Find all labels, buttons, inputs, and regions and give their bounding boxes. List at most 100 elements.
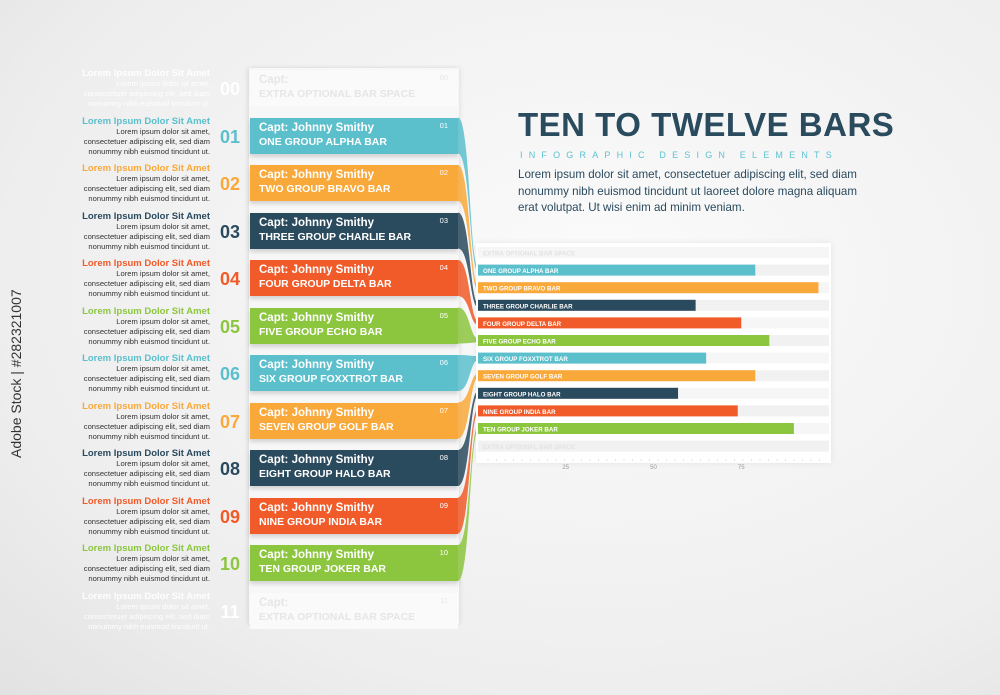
item-description: Lorem Ipsum Dolor Sit Amet Lorem ipsum do… [78, 211, 210, 252]
bar-label: TEN GROUP JOKER BAR [483, 427, 558, 434]
item-description: Lorem Ipsum Dolor Sit Amet Lorem ipsum do… [78, 163, 210, 204]
item-band: Capt: Johnny Smithy FOUR GROUP DELTA BAR 0… [250, 260, 458, 296]
band-captain: Capt: Johnny Smithy [259, 549, 375, 561]
bar-label: NINE GROUP INDIA BAR [483, 409, 556, 416]
bar-label: ONE GROUP ALPHA BAR [483, 268, 559, 275]
chart-bar [478, 352, 707, 364]
item-heading: Lorem Ipsum Dolor Sit Amet [82, 495, 210, 507]
chart-bar [478, 317, 742, 329]
item-text: Lorem ipsum dolor sit amet, consectetuer… [83, 411, 210, 441]
stock-watermark: Adobe Stock | #282321007 [8, 289, 24, 458]
item-band: Capt: Johnny Smithy EIGHT GROUP HALO BAR 0… [250, 450, 458, 486]
bar-label: FOUR GROUP DELTA BAR [483, 321, 562, 328]
bar-label: SIX GROUP FOXXTROT BAR [483, 356, 568, 363]
item-band: Capt: Johnny Smithy ONE GROUP ALPHA BAR 01 [250, 117, 458, 154]
page-title: TEN TO TWELVE BARS [518, 106, 895, 143]
band-label: EIGHT GROUP HALO BAR [259, 468, 391, 480]
band-number: 10 [439, 548, 448, 557]
band-captain: Capt: Johnny Smithy [259, 216, 375, 229]
band-label: SIX GROUP FOXXTROT BAR [259, 373, 403, 385]
bar-track [478, 247, 829, 258]
band-number: 08 [439, 453, 448, 462]
chart-bar [478, 299, 696, 311]
item-number: 03 [219, 221, 241, 242]
item-heading: Lorem Ipsum Dolor Sit Amet [82, 115, 210, 127]
band-captain: Capt: [259, 596, 289, 609]
item-band: Capt: EXTRA OPTIONAL BAR SPACE 00 [250, 70, 458, 106]
band-number: 07 [439, 405, 448, 415]
item-heading: Lorem Ipsum Dolor Sit Amet [82, 305, 210, 317]
band-number: 03 [439, 215, 448, 225]
item-heading: Lorem Ipsum Dolor Sit Amet [82, 590, 210, 602]
item-band: Capt: Johnny Smithy NINE GROUP INDIA BAR 0… [250, 497, 458, 534]
band-label: ONE GROUP ALPHA BAR [259, 135, 387, 148]
item-text: Lorem ipsum dolor sit amet, consectetuer… [83, 506, 210, 536]
item-band: Capt: Johnny Smithy TEN GROUP JOKER BAR 10 [250, 545, 458, 581]
item-description: Lorem Ipsum Dolor Sit Amet Lorem ipsum do… [78, 258, 210, 299]
band-label: FOUR GROUP DELTA BAR [259, 278, 392, 290]
item-number: 02 [219, 174, 241, 194]
item-band: Capt: Johnny Smithy THREE GROUP CHARLIE B… [250, 212, 458, 249]
band-captain: Capt: Johnny Smithy [259, 169, 375, 181]
item-number: 11 [220, 601, 240, 622]
band-number: 04 [439, 263, 448, 272]
page-subtitle: INFOGRAPHIC DESIGN ELEMENTS [520, 150, 838, 160]
item-heading: Lorem Ipsum Dolor Sit Amet [82, 68, 210, 79]
band-label: NINE GROUP INDIA BAR [259, 515, 383, 528]
band-captain: Capt: Johnny Smithy [259, 359, 375, 371]
chart-bar [478, 282, 819, 294]
item-description: Lorem Ipsum Dolor Sit Amet Lorem ipsum do… [78, 543, 210, 584]
item-number: 09 [219, 506, 241, 527]
item-band: Capt: Johnny Smithy SEVEN GROUP GOLF BAR 0… [250, 402, 458, 439]
item-description: Lorem Ipsum Dolor Sit Amet Lorem ipsum do… [78, 591, 210, 632]
item-description: Lorem Ipsum Dolor Sit Amet Lorem ipsum do… [78, 448, 210, 489]
item-number: 05 [219, 316, 241, 337]
item-text: Lorem ipsum dolor sit amet, consectetuer… [83, 174, 210, 203]
item-text: Lorem ipsum dolor sit amet, consectetuer… [83, 459, 210, 488]
band-captain: Capt: Johnny Smithy [259, 501, 375, 514]
item-description: Lorem Ipsum Dolor Sit Amet Lorem ipsum do… [78, 68, 210, 109]
bar-label: EXTRA OPTIONAL BAR SPACE [483, 251, 575, 258]
item-heading: Lorem Ipsum Dolor Sit Amet [82, 353, 210, 364]
band-captain: Capt: Johnny Smithy [259, 264, 375, 276]
item-description: Lorem Ipsum Dolor Sit Amet Lorem ipsum do… [78, 116, 210, 157]
chart-bar [478, 405, 738, 417]
item-heading: Lorem Ipsum Dolor Sit Amet [82, 258, 210, 269]
item-description: Lorem Ipsum Dolor Sit Amet Lorem ipsum do… [78, 353, 210, 394]
x-tick-label: 50 [650, 465, 657, 471]
band-label: EXTRA OPTIONAL BAR SPACE [259, 88, 416, 100]
item-text: Lorem ipsum dolor sit amet, consectetuer… [83, 126, 210, 156]
band-label: FIVE GROUP ECHO BAR [259, 325, 383, 338]
item-number: 00 [219, 79, 241, 99]
band-number: 05 [439, 310, 448, 320]
chart-bar [478, 370, 756, 382]
item-heading: Lorem Ipsum Dolor Sit Amet [82, 163, 210, 174]
bar-label: EIGHT GROUP HALO BAR [483, 391, 561, 398]
item-number: 06 [219, 364, 241, 384]
item-number: 07 [219, 411, 241, 432]
chart-bar [478, 423, 794, 434]
item-heading: Lorem Ipsum Dolor Sit Amet [82, 400, 210, 412]
item-heading: Lorem Ipsum Dolor Sit Amet [82, 448, 210, 459]
item-number: 10 [219, 554, 241, 574]
item-number: 04 [219, 269, 241, 289]
chart-bar [478, 264, 756, 276]
item-text: Lorem ipsum dolor sit amet, consectetuer… [83, 79, 210, 108]
item-heading: Lorem Ipsum Dolor Sit Amet [82, 210, 210, 222]
band-number: 00 [439, 73, 448, 82]
x-tick-label: 25 [562, 465, 569, 471]
band-label: TEN GROUP JOKER BAR [259, 563, 386, 575]
item-band: Capt: Johnny Smithy SIX GROUP FOXXTROT BA… [250, 355, 458, 391]
band-number: 09 [439, 500, 448, 510]
item-text: Lorem ipsum dolor sit amet, consectetuer… [83, 364, 210, 393]
band-label: SEVEN GROUP GOLF BAR [259, 420, 394, 433]
item-description: Lorem Ipsum Dolor Sit Amet Lorem ipsum do… [78, 496, 210, 537]
bar-label: EXTRA OPTIONAL BAR SPACE [483, 444, 575, 451]
band-captain: Capt: Johnny Smithy [259, 311, 375, 324]
item-heading: Lorem Ipsum Dolor Sit Amet [82, 543, 210, 554]
band-label: TWO GROUP BRAVO BAR [259, 183, 391, 195]
band-number: 11 [440, 595, 448, 605]
band-captain: Capt: Johnny Smithy [259, 406, 375, 419]
bar-label: THREE GROUP CHARLIE BAR [483, 303, 573, 310]
